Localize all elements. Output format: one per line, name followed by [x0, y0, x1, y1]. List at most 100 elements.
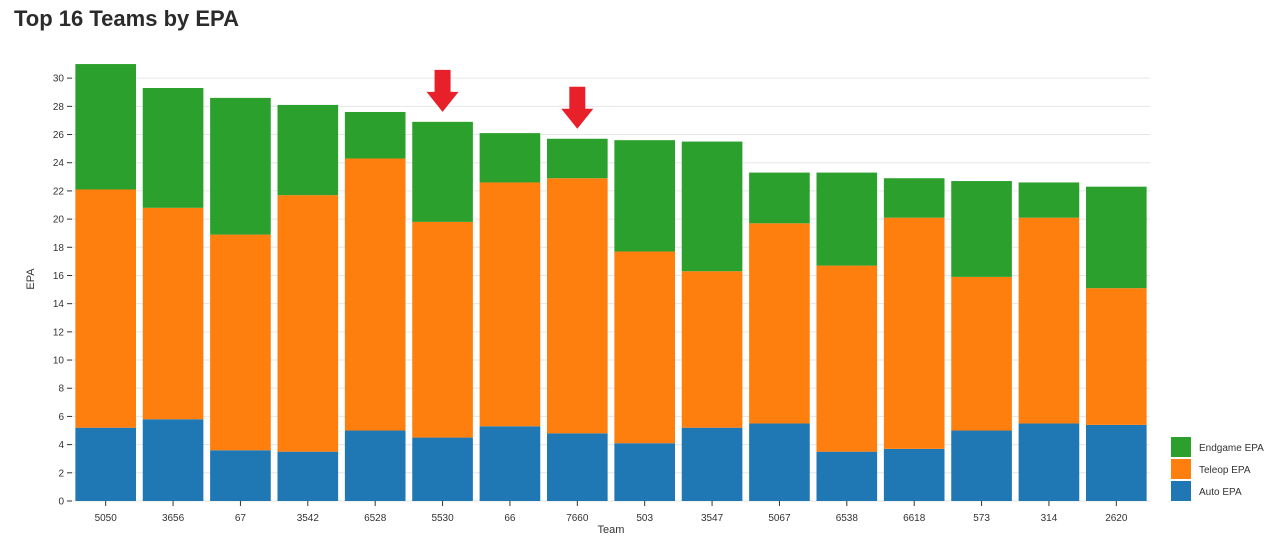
x-tick-label: 314	[1041, 513, 1058, 524]
bar-teleop-epa-3542[interactable]	[277, 195, 339, 452]
x-tick-label: 2620	[1105, 513, 1128, 524]
bar-teleop-epa-503[interactable]	[614, 251, 676, 444]
bar-teleop-epa-3656[interactable]	[142, 207, 204, 420]
bar-endgame-epa-5050[interactable]	[75, 64, 137, 190]
page-title: Top 16 Teams by EPA	[14, 6, 239, 31]
y-tick-label: 4	[58, 440, 64, 451]
bar-endgame-epa-67[interactable]	[210, 97, 271, 235]
legend-label: Auto EPA	[1199, 487, 1242, 498]
bar-teleop-epa-67[interactable]	[210, 234, 271, 451]
legend-swatch	[1171, 459, 1191, 479]
arrow-annotation-7660	[561, 86, 594, 129]
y-tick-label: 10	[53, 356, 65, 367]
bar-endgame-epa-503[interactable]	[614, 140, 676, 252]
x-tick-label: 67	[235, 513, 247, 524]
y-tick-label: 18	[53, 243, 65, 254]
y-tick-label: 16	[53, 271, 65, 282]
annotations	[426, 69, 594, 129]
legend-label: Teleop EPA	[1199, 465, 1251, 476]
bar-endgame-epa-6528[interactable]	[344, 111, 406, 159]
bar-auto-epa-5050[interactable]	[75, 427, 137, 501]
bar-auto-epa-3656[interactable]	[142, 419, 204, 501]
bar-teleop-epa-5067[interactable]	[749, 223, 810, 424]
bar-auto-epa-503[interactable]	[614, 443, 676, 501]
bar-auto-epa-66[interactable]	[479, 426, 541, 501]
bar-endgame-epa-3542[interactable]	[277, 104, 339, 196]
x-tick-label: 5530	[431, 513, 454, 524]
x-tick-label: 573	[973, 513, 990, 524]
bar-endgame-epa-3547[interactable]	[681, 141, 743, 272]
bar-endgame-epa-2620[interactable]	[1085, 186, 1147, 289]
bar-teleop-epa-314[interactable]	[1018, 217, 1080, 424]
x-tick-label: 6618	[903, 513, 926, 524]
bar-teleop-epa-5050[interactable]	[75, 189, 137, 428]
bar-teleop-epa-6528[interactable]	[344, 158, 406, 431]
bar-endgame-epa-314[interactable]	[1018, 182, 1080, 218]
legend[interactable]: Endgame EPA Teleop EPA Auto EPA	[1171, 437, 1264, 501]
bar-teleop-epa-2620[interactable]	[1085, 288, 1147, 425]
bar-endgame-epa-66[interactable]	[479, 133, 541, 183]
y-tick-label: 6	[58, 412, 64, 423]
bar-teleop-epa-6618[interactable]	[883, 217, 945, 449]
bar-endgame-epa-7660[interactable]	[546, 138, 608, 179]
x-tick-label: 5067	[768, 513, 791, 524]
x-axis-ticks: 5050 3656 67 3542 6528 5530 66 7660 503 3547 5067 6…	[95, 501, 1128, 524]
bar-auto-epa-6538[interactable]	[816, 451, 878, 501]
y-tick-label: 26	[53, 130, 65, 141]
y-tick-label: 28	[53, 102, 65, 113]
x-tick-label: 6538	[836, 513, 859, 524]
x-tick-label: 7660	[566, 513, 589, 524]
legend-swatch	[1171, 437, 1191, 457]
x-tick-label: 66	[504, 513, 516, 524]
y-tick-label: 12	[53, 327, 65, 338]
bar-auto-epa-3542[interactable]	[277, 451, 339, 501]
bar-endgame-epa-5530[interactable]	[412, 121, 473, 222]
bar-auto-epa-6528[interactable]	[344, 430, 406, 501]
legend-label: Endgame EPA	[1199, 443, 1264, 454]
bar-teleop-epa-3547[interactable]	[681, 271, 743, 428]
bar-auto-epa-314[interactable]	[1018, 423, 1080, 501]
bar-endgame-epa-6538[interactable]	[816, 172, 878, 266]
bar-teleop-epa-66[interactable]	[479, 182, 541, 427]
bar-endgame-epa-6618[interactable]	[883, 178, 945, 218]
x-tick-label: 3547	[701, 513, 724, 524]
x-tick-label: 503	[636, 513, 653, 524]
y-tick-label: 14	[53, 299, 65, 310]
bar-teleop-epa-6538[interactable]	[816, 265, 878, 452]
bar-auto-epa-5067[interactable]	[749, 423, 810, 501]
y-tick-label: 24	[53, 158, 65, 169]
bars	[75, 64, 1147, 501]
x-axis-title: Team	[598, 524, 625, 536]
bar-auto-epa-67[interactable]	[210, 450, 271, 501]
bar-auto-epa-2620[interactable]	[1085, 424, 1147, 501]
y-tick-label: 20	[53, 215, 65, 226]
legend-item-teleop-epa[interactable]: Teleop EPA	[1171, 459, 1251, 479]
y-tick-label: 22	[53, 186, 65, 197]
bar-endgame-epa-573[interactable]	[951, 181, 1012, 277]
x-tick-label: 6528	[364, 513, 387, 524]
bar-endgame-epa-3656[interactable]	[142, 88, 204, 208]
y-tick-label: 8	[58, 384, 64, 395]
x-tick-label: 3542	[297, 513, 320, 524]
bar-auto-epa-573[interactable]	[951, 430, 1012, 501]
bar-teleop-epa-5530[interactable]	[412, 221, 473, 438]
x-tick-label: 5050	[95, 513, 118, 524]
x-tick-label: 3656	[162, 513, 185, 524]
y-axis-title: EPA	[25, 268, 37, 290]
bar-teleop-epa-7660[interactable]	[546, 178, 608, 434]
bar-endgame-epa-5067[interactable]	[749, 172, 810, 224]
bar-auto-epa-7660[interactable]	[546, 433, 608, 501]
bar-auto-epa-6618[interactable]	[883, 448, 945, 501]
y-tick-label: 30	[53, 74, 65, 85]
bar-auto-epa-3547[interactable]	[681, 427, 743, 501]
bar-teleop-epa-573[interactable]	[951, 276, 1012, 431]
bar-auto-epa-5530[interactable]	[412, 437, 473, 501]
legend-swatch	[1171, 481, 1191, 501]
legend-item-endgame-epa[interactable]: Endgame EPA	[1171, 437, 1264, 457]
legend-item-auto-epa[interactable]: Auto EPA	[1171, 481, 1242, 501]
y-tick-label: 2	[58, 468, 64, 479]
arrow-annotation-5530	[426, 69, 459, 112]
y-tick-label: 0	[58, 497, 64, 508]
